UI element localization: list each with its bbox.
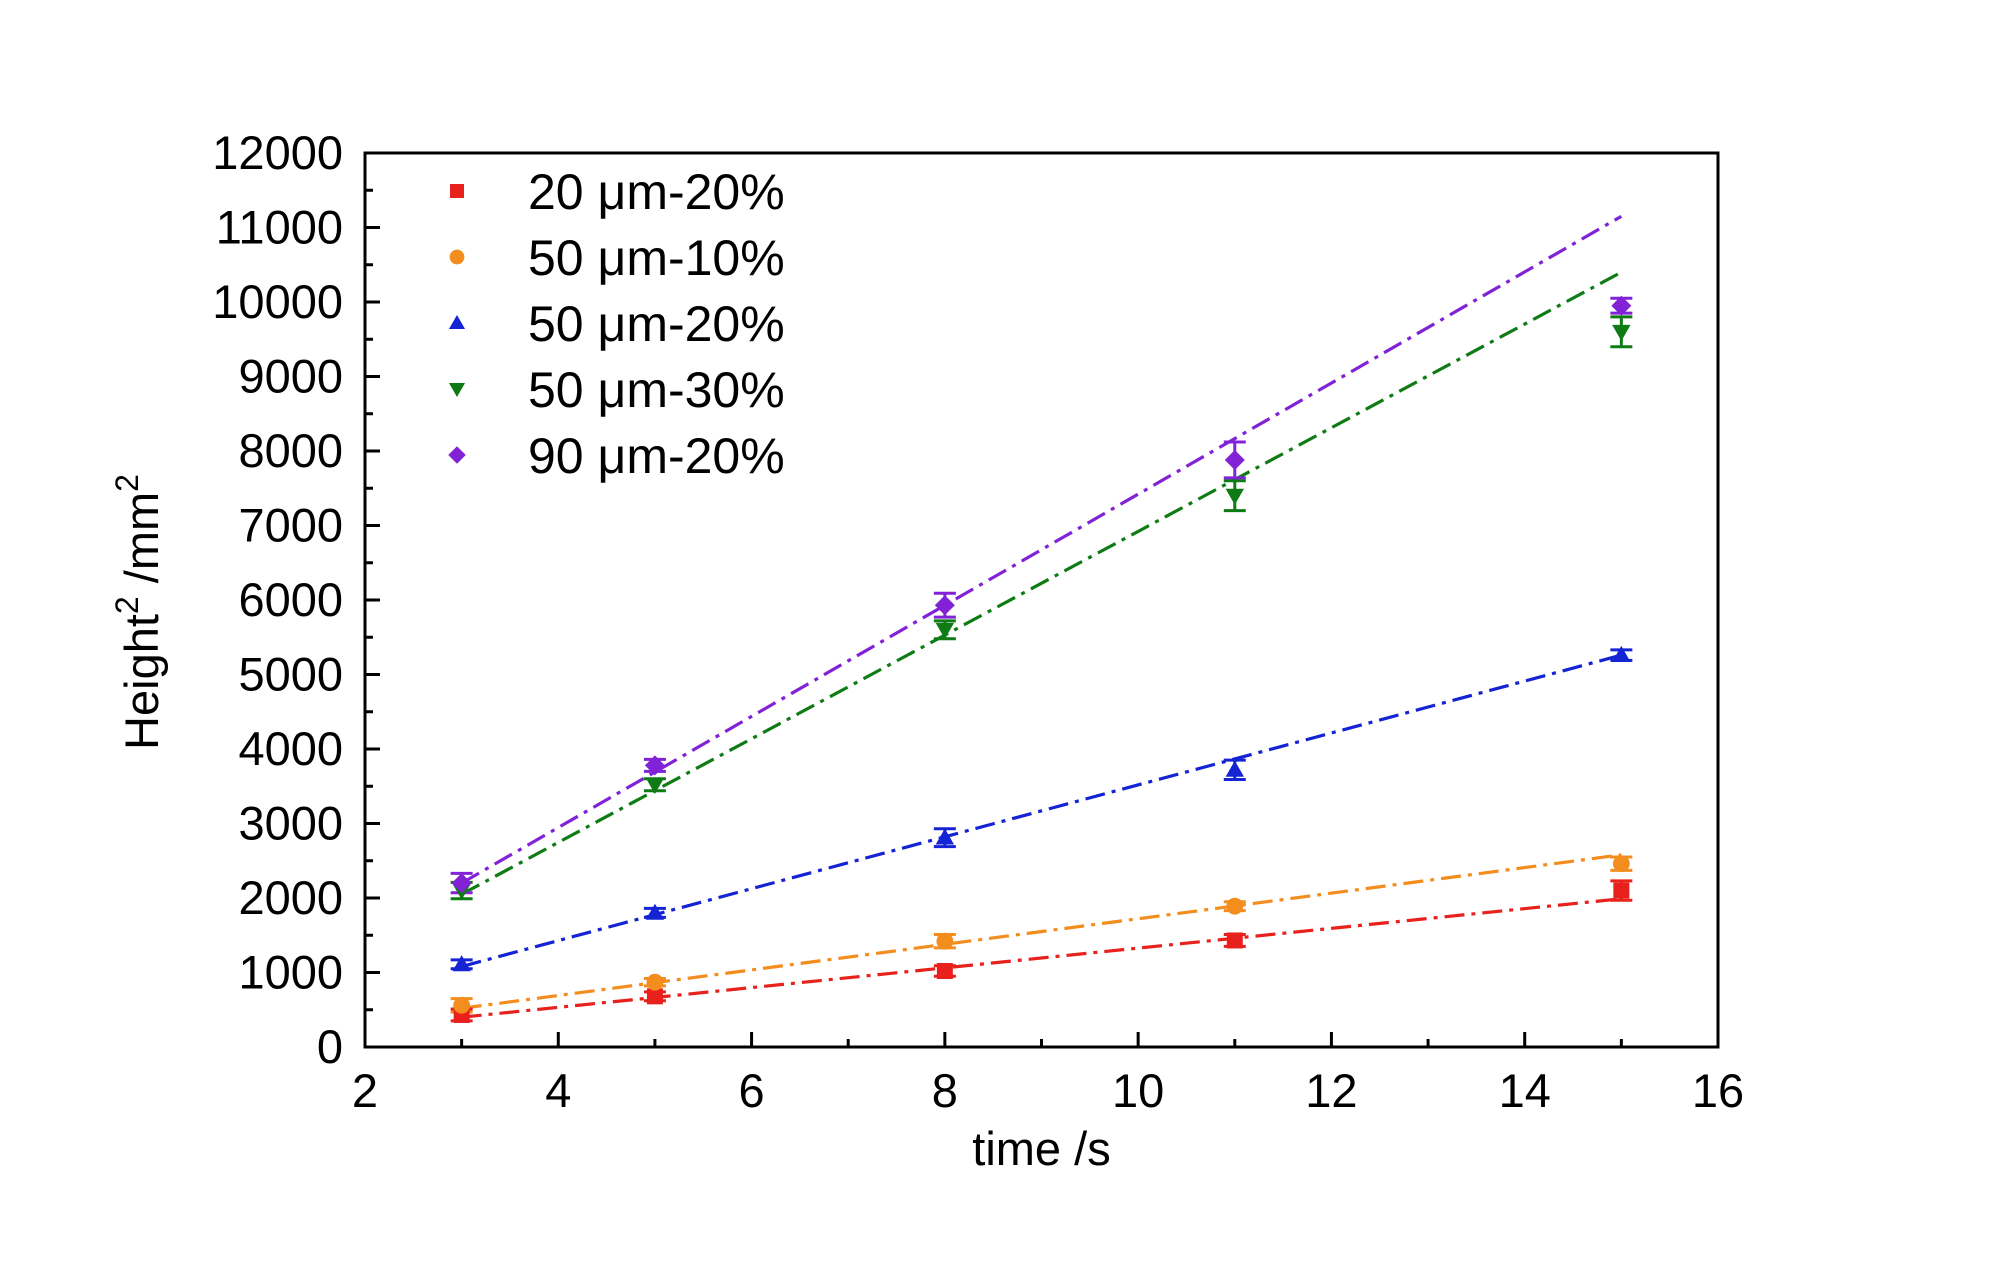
legend-label-1: 20 μm-20%: [528, 164, 785, 220]
plot-frame: [363, 151, 1720, 1049]
x-tick-label: 10: [1112, 1064, 1164, 1117]
legend-marker-4: [448, 382, 466, 398]
data-point-s4-p4: [1225, 488, 1244, 505]
data-point-s4-p2: [645, 777, 665, 794]
y-tick-label: 10000: [212, 275, 343, 328]
y-tick-label: 9000: [238, 350, 343, 403]
fit-line-series-5: [460, 214, 1623, 885]
data-point-s3-p5: [1612, 645, 1631, 663]
x-tick-label: 8: [932, 1064, 958, 1117]
data-point-s5-p5: [1611, 295, 1632, 316]
data-point-s1-p2: [646, 988, 663, 1005]
y-tick-label: 4000: [238, 722, 343, 775]
legend-marker-1: [450, 184, 464, 198]
data-point-s5-p4: [1224, 449, 1245, 470]
data-point-s5-p3: [934, 595, 955, 616]
data-point-s2-p3: [936, 932, 954, 950]
y-tick-label: 5000: [238, 648, 343, 701]
y-tick-label: 1000: [238, 946, 343, 999]
data-point-s4-p3: [935, 622, 955, 639]
y-tick-label: 11000: [216, 201, 343, 254]
data-point-s2-p1: [453, 996, 471, 1014]
data-point-s4-p5: [1612, 324, 1631, 341]
x-axis-title: time /s: [972, 1122, 1110, 1175]
x-tick-label: 2: [352, 1064, 378, 1117]
fit-line-series-2: [461, 853, 1622, 1010]
x-tick-label: 14: [1499, 1064, 1551, 1117]
data-point-s3-p3: [935, 828, 955, 845]
legend-label-2: 50 μm-10%: [528, 230, 785, 286]
y-axis-title-unit: /mm: [115, 492, 168, 596]
data-point-s1-p5: [1613, 882, 1630, 899]
y-tick-label: 6000: [238, 573, 343, 626]
y-axis-title-sup2: 2: [109, 474, 145, 492]
y-tick-label: 8000: [238, 424, 343, 477]
y-axis-title-sup1: 2: [109, 596, 145, 614]
data-markers: [451, 295, 1632, 1023]
legend-label-3: 50 μm-20%: [528, 296, 785, 352]
legend-marker-5: [448, 446, 466, 464]
x-tick-label: 4: [545, 1064, 571, 1117]
data-point-s1-p4: [1226, 932, 1243, 949]
data-point-s2-p2: [646, 973, 664, 991]
x-tick-label: 6: [739, 1064, 765, 1117]
data-point-s1-p3: [936, 963, 953, 980]
y-tick-label: 2000: [238, 871, 343, 924]
y-tick-label: 12000: [212, 126, 343, 179]
x-tick-label: 12: [1305, 1064, 1357, 1117]
legend-label-5: 90 μm-20%: [528, 428, 785, 484]
y-tick-label: 0: [317, 1020, 343, 1073]
legend-marker-2: [449, 249, 465, 265]
data-point-s3-p2: [645, 903, 665, 920]
data-point-s3-p1: [452, 955, 471, 972]
data-point-s5-p1: [451, 873, 472, 894]
data-point-s3-p4: [1225, 760, 1244, 777]
y-axis-title: Height2 /mm2: [109, 474, 168, 750]
y-tick-label: 7000: [238, 499, 343, 552]
data-point-s5-p2: [644, 755, 665, 776]
data-point-s2-p4: [1226, 897, 1244, 915]
y-tick-label: 3000: [238, 797, 343, 850]
x-tick-label: 16: [1692, 1064, 1744, 1117]
y-axis-title-main: Height: [115, 614, 168, 750]
legend: 20 μm-20% 50 μm-10% 50 μm-20% 50 μm-30% 90 μ…: [448, 164, 785, 484]
legend-marker-3: [448, 314, 466, 330]
data-point-s2-p5: [1612, 855, 1630, 873]
fit-line-series-1: [461, 897, 1622, 1019]
legend-label-4: 50 μm-30%: [528, 362, 785, 418]
axes: 2 4 6 8 10 12 14 16 0 1000 2000 3000 4000 5000 6000 700…: [109, 126, 1744, 1175]
fit-line-series-3: [461, 653, 1622, 969]
